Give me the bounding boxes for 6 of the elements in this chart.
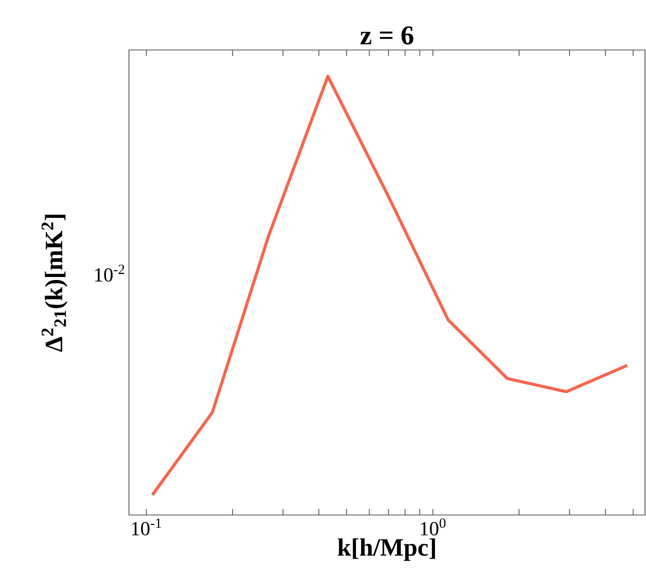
text: 10$^{-2}$ [95,264,124,282]
x-tick-label: 10$^{-1}$ [132,518,162,536]
x-tick-label: 10$^{0}$ [420,518,446,536]
y-axis-title: Δ$^{2}$$_{21}$(k)[mK$^{2}$] [42,214,68,352]
x-axis-title: k[h/Mpc] [338,538,435,561]
chart-title: z = 6 [360,26,414,44]
